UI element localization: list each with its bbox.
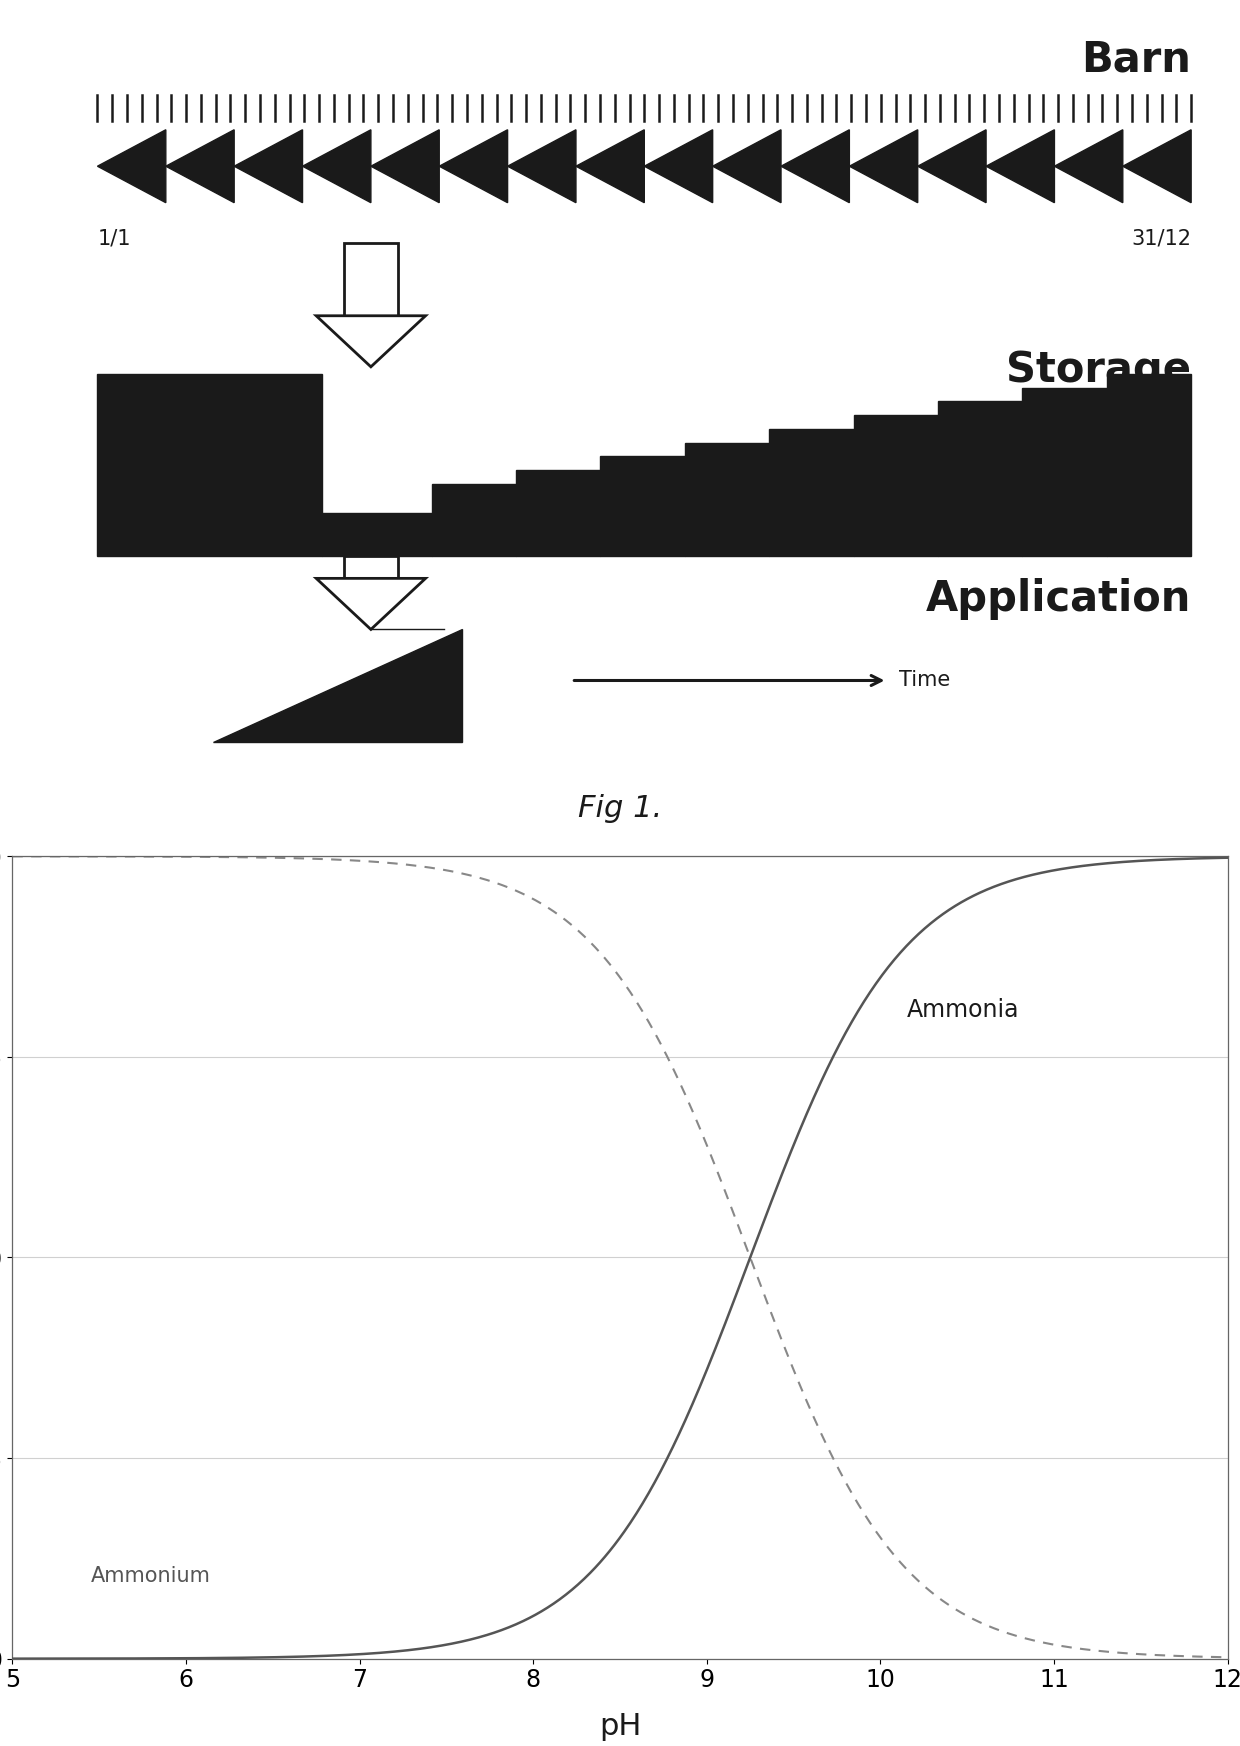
Text: Application: Application: [926, 578, 1192, 620]
Polygon shape: [439, 129, 507, 203]
Polygon shape: [1122, 129, 1192, 203]
Bar: [345, 557, 398, 578]
Bar: [516, 470, 600, 557]
Polygon shape: [316, 316, 425, 367]
Polygon shape: [1054, 129, 1122, 203]
Bar: [432, 484, 516, 557]
Polygon shape: [98, 129, 166, 203]
Polygon shape: [371, 129, 439, 203]
Text: 1/1: 1/1: [98, 229, 131, 248]
Polygon shape: [781, 129, 849, 203]
Bar: [98, 374, 322, 557]
Text: Storage: Storage: [1006, 349, 1192, 391]
Bar: [322, 513, 432, 557]
Polygon shape: [918, 129, 986, 203]
Bar: [1107, 374, 1192, 557]
Bar: [600, 456, 684, 557]
Polygon shape: [713, 129, 781, 203]
Polygon shape: [316, 578, 425, 629]
Text: Barn: Barn: [1081, 38, 1192, 80]
Polygon shape: [234, 129, 303, 203]
Polygon shape: [166, 129, 234, 203]
Text: Ammonium: Ammonium: [91, 1566, 211, 1587]
X-axis label: pH: pH: [599, 1711, 641, 1741]
Text: Fig 1.: Fig 1.: [578, 794, 662, 822]
Bar: [684, 442, 769, 557]
Bar: [853, 416, 937, 557]
Bar: [769, 430, 853, 557]
Polygon shape: [303, 129, 371, 203]
Polygon shape: [575, 129, 645, 203]
Bar: [937, 402, 1022, 557]
Bar: [345, 243, 398, 316]
Polygon shape: [986, 129, 1054, 203]
Text: Time: Time: [899, 670, 951, 690]
Polygon shape: [507, 129, 575, 203]
Polygon shape: [213, 629, 463, 742]
Polygon shape: [645, 129, 713, 203]
Text: Ammonia: Ammonia: [906, 997, 1019, 1021]
Polygon shape: [849, 129, 918, 203]
Text: 31/12: 31/12: [1131, 229, 1192, 248]
Bar: [1022, 388, 1107, 557]
